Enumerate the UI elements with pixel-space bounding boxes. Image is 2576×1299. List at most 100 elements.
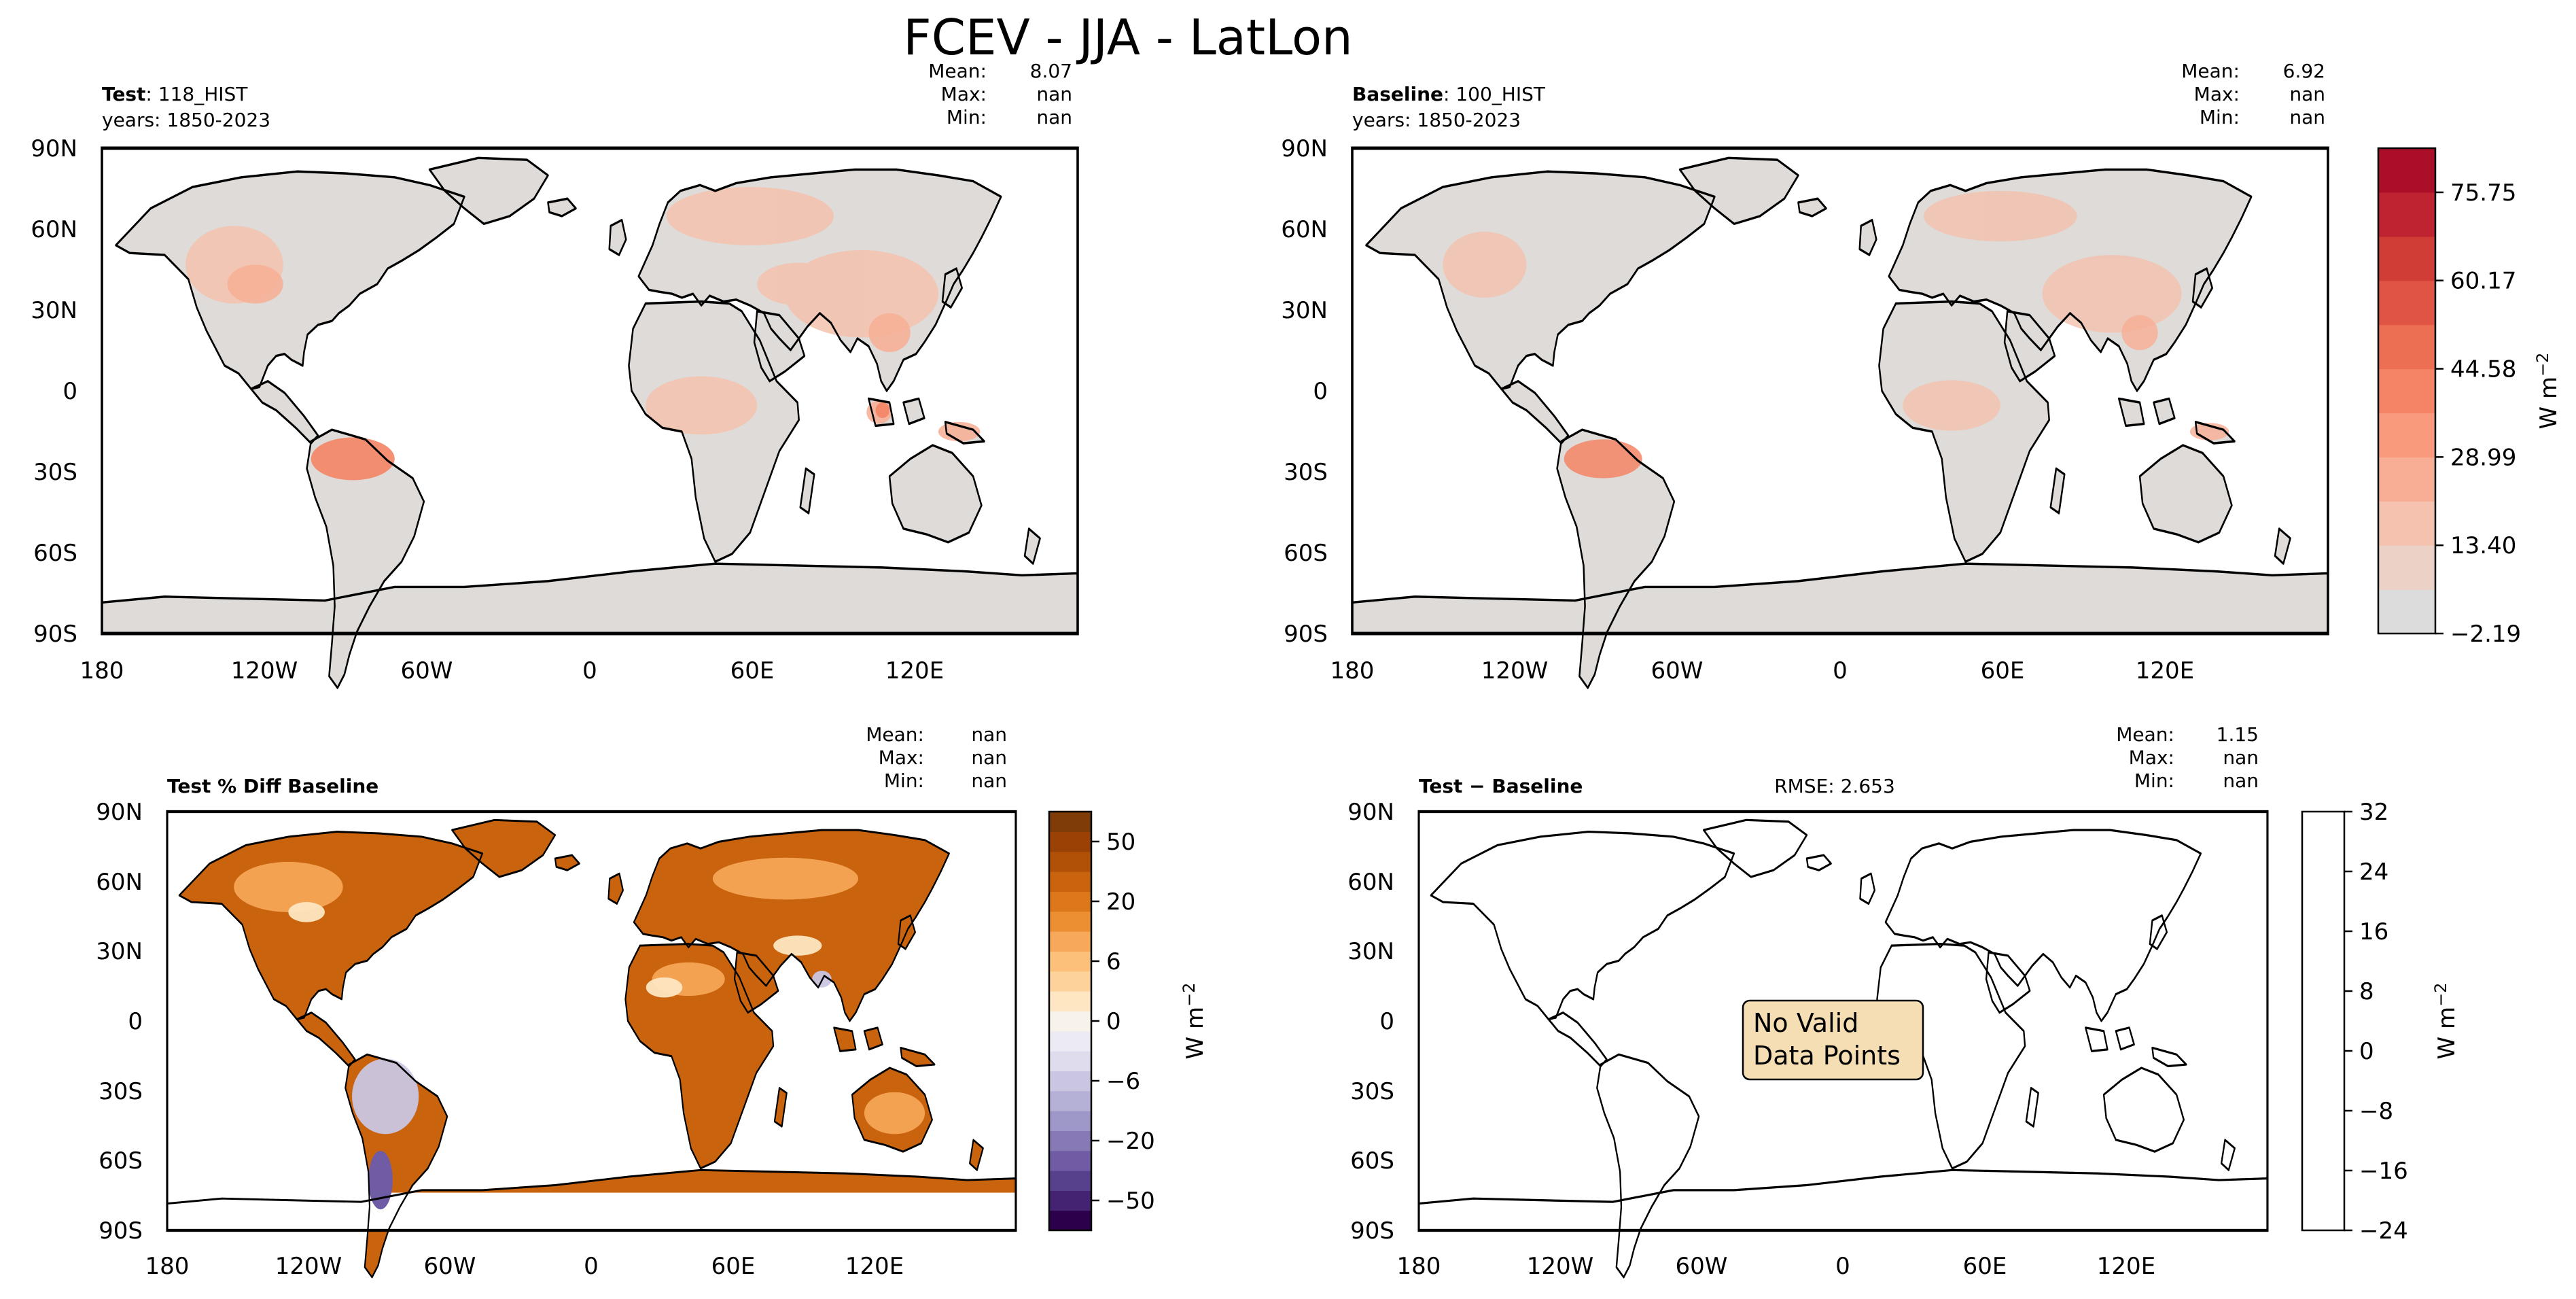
colorbar-cell bbox=[2378, 192, 2435, 237]
no-data-box: No Valid Data Points bbox=[1742, 999, 1924, 1081]
xtick-label: 60E bbox=[1981, 657, 2025, 685]
colorbar-cell bbox=[2378, 368, 2435, 414]
ytick-label: 90S bbox=[99, 1217, 143, 1245]
panel-test-min-label: Min: bbox=[947, 106, 987, 128]
panel-baseline-map bbox=[1351, 146, 2329, 689]
panel-test-mean: 8.07 bbox=[1030, 60, 1072, 82]
colorbar-cell bbox=[1049, 851, 1091, 872]
colorbar-tick-label: −6 bbox=[1106, 1068, 1140, 1095]
ytick-label: 0 bbox=[63, 378, 77, 405]
ytick-label: 60N bbox=[1281, 216, 1328, 243]
panel-test-yticks: 90N 60N 30N 0 30S 60S 90S bbox=[31, 135, 77, 648]
colorbar-tick-label: 44.58 bbox=[2450, 356, 2516, 383]
colorbar-tick-label: −20 bbox=[1106, 1128, 1155, 1155]
panel-baseline-xticks: 180 120W 60W 0 60E 120E bbox=[1330, 657, 2195, 685]
colorbar-reds-label: W m−2 bbox=[2533, 353, 2562, 430]
ytick-label: 60N bbox=[96, 869, 143, 896]
colorbar-diff-label: W m−2 bbox=[2431, 983, 2460, 1060]
colorbar-tick-label: 16 bbox=[2359, 918, 2388, 946]
panel-baseline-min-label: Min: bbox=[2200, 106, 2240, 128]
ytick-label: 90N bbox=[96, 799, 143, 826]
panel-pctdiff-max: nan bbox=[971, 746, 1007, 769]
colorbar-tick-label: −8 bbox=[2359, 1098, 2393, 1125]
ytick-label: 30N bbox=[1281, 297, 1328, 324]
colorbar-cell bbox=[1049, 812, 1091, 832]
xtick-label: 60E bbox=[730, 657, 775, 685]
panel-diff-min-label: Min: bbox=[2134, 769, 2174, 792]
xtick-label: 120E bbox=[845, 1253, 904, 1280]
panel-baseline-yticks: 90N 60N 30N 0 30S 60S 90S bbox=[1281, 135, 1328, 648]
ytick-label: 60S bbox=[1350, 1147, 1394, 1175]
colorbar-cell bbox=[1049, 1030, 1091, 1052]
panel-baseline: Baseline: 100_HIST years: 1850-2023 Mean… bbox=[1281, 60, 2329, 689]
xtick-label: 120W bbox=[275, 1253, 342, 1280]
colorbar-cell bbox=[1049, 911, 1091, 932]
panel-pctdiff-title: Test % Diff Baseline bbox=[167, 775, 378, 797]
colorbar-tick-label: 32 bbox=[2359, 799, 2388, 826]
colorbar-puor: −50 −20 −6 0 6 20 50 W m−2 bbox=[1048, 810, 1209, 1232]
colorbar-cell bbox=[1049, 1071, 1091, 1092]
colorbar-cell bbox=[2378, 501, 2435, 546]
colorbar-tick-label: 20 bbox=[1106, 888, 1135, 916]
xtick-label: 60W bbox=[1676, 1253, 1728, 1280]
colorbar-cell bbox=[1049, 1190, 1091, 1211]
panel-diff-yticks: 90N 60N 30N 0 30S 60S 90S bbox=[1347, 799, 1394, 1245]
xtick-label: 120E bbox=[885, 657, 944, 685]
no-data-line1: No Valid bbox=[1753, 1008, 1858, 1038]
colorbar-tick-label: 0 bbox=[2359, 1038, 2374, 1065]
colorbar-cell bbox=[2378, 413, 2435, 457]
xtick-label: 60E bbox=[711, 1253, 756, 1280]
colorbar-reds: −2.19 13.40 28.99 44.58 60.17 75.75 W m−2 bbox=[2377, 147, 2562, 648]
colorbar-tick-label: 75.75 bbox=[2450, 179, 2516, 207]
no-data-line2: Data Points bbox=[1753, 1041, 1901, 1071]
panel-diff-mean-label: Mean: bbox=[2116, 723, 2174, 746]
colorbar-cell bbox=[1049, 1011, 1091, 1032]
colorbar-cell bbox=[1049, 1171, 1091, 1191]
panel-test-max-label: Max: bbox=[941, 83, 987, 105]
colorbar-cell bbox=[1049, 831, 1091, 852]
ytick-label: 90N bbox=[31, 135, 77, 162]
ytick-label: 60N bbox=[1347, 869, 1394, 896]
xtick-label: 0 bbox=[582, 657, 597, 685]
panel-baseline-mean: 6.92 bbox=[2283, 60, 2325, 82]
colorbar-cell bbox=[2378, 457, 2435, 502]
panel-pctdiff-map bbox=[166, 810, 1017, 1279]
colorbar-tick-label: 50 bbox=[1106, 829, 1135, 856]
panel-diff: Test − Baseline RMSE: 2.653 Mean: 1.15 M… bbox=[1347, 723, 2269, 1280]
panel-pctdiff: Test % Diff Baseline Mean: nan Max: nan … bbox=[96, 723, 1017, 1280]
colorbar-tick-label: −24 bbox=[2359, 1217, 2408, 1245]
colorbar-cell bbox=[1049, 1090, 1091, 1111]
xtick-label: 60W bbox=[1651, 657, 1704, 685]
xtick-label: 0 bbox=[584, 1253, 599, 1280]
ytick-label: 60N bbox=[31, 216, 77, 243]
ytick-label: 30S bbox=[33, 459, 77, 486]
ytick-label: 30N bbox=[1347, 938, 1394, 965]
colorbar-tick-label: 6 bbox=[1106, 948, 1121, 975]
panel-test-map bbox=[101, 146, 1079, 689]
colorbar-cell bbox=[2378, 280, 2435, 326]
ytick-label: 30S bbox=[99, 1078, 143, 1105]
colorbar-tick-label: −50 bbox=[1106, 1188, 1155, 1215]
panel-test-mean-label: Mean: bbox=[928, 60, 987, 82]
panel-baseline-min: nan bbox=[2289, 106, 2325, 128]
ytick-label: 60S bbox=[1284, 540, 1328, 567]
panel-pctdiff-xticks: 180 120W 60W 0 60E 120E bbox=[145, 1253, 904, 1280]
colorbar-cell bbox=[1049, 1051, 1091, 1071]
colorbar-tick-label: 28.99 bbox=[2450, 444, 2516, 471]
xtick-label: 120E bbox=[2097, 1253, 2155, 1280]
panel-test-title-bold: Test bbox=[102, 83, 145, 105]
panel-diff-max-label: Max: bbox=[2129, 746, 2174, 769]
colorbar-cell bbox=[2378, 589, 2435, 634]
ytick-label: 0 bbox=[128, 1008, 143, 1035]
xtick-label: 180 bbox=[145, 1253, 190, 1280]
colorbar-cell bbox=[1049, 1130, 1091, 1151]
colorbar-cell bbox=[2378, 545, 2435, 590]
ytick-label: 30N bbox=[31, 297, 77, 324]
panel-diff-mean: 1.15 bbox=[2217, 723, 2259, 746]
panel-pctdiff-mean: nan bbox=[971, 723, 1007, 746]
colorbar-puor-label: W m−2 bbox=[1180, 983, 1209, 1060]
xtick-label: 180 bbox=[1330, 657, 1375, 685]
ytick-label: 0 bbox=[1379, 1008, 1394, 1035]
colorbar-cell bbox=[1049, 991, 1091, 1011]
